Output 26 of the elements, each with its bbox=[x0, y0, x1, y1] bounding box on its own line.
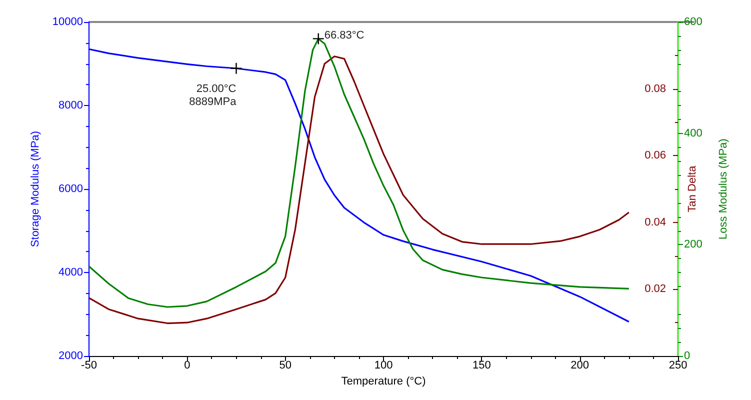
y2-tick-label: 0.06 bbox=[644, 150, 666, 162]
y2-axis-title: Tan Delta bbox=[686, 164, 698, 212]
y3-tick-label: 0 bbox=[684, 350, 690, 362]
y3-axis-title: Loss Modulus (MPa) bbox=[718, 138, 730, 240]
annotation: 25.00°C 8889MPa bbox=[189, 82, 238, 108]
y3-tick-label: 600 bbox=[684, 16, 702, 28]
y3-tick-label: 200 bbox=[684, 238, 702, 251]
y-tick-label: 10000 bbox=[52, 16, 83, 28]
x-tick-label: 0 bbox=[184, 360, 190, 372]
x-tick-label: 200 bbox=[570, 360, 590, 372]
y-tick-label: 2000 bbox=[58, 350, 83, 362]
y-tick-label: 8000 bbox=[58, 100, 83, 112]
y2-tick-label: 0.08 bbox=[644, 82, 666, 95]
y-tick-label: 4000 bbox=[58, 266, 83, 278]
x-tick-label: 150 bbox=[472, 360, 491, 372]
annotation: 66.83°C bbox=[324, 30, 364, 42]
y-tick-label: 6000 bbox=[58, 183, 83, 195]
y-axis-title: Storage Modulus (MPa) bbox=[30, 130, 42, 248]
x-tick-label: 100 bbox=[374, 360, 393, 372]
y3-tick-label: 400 bbox=[684, 127, 702, 140]
y2-tick-label: 0.04 bbox=[644, 216, 666, 228]
y2-tick-label: 0.02 bbox=[644, 283, 666, 296]
x-tick-label: 250 bbox=[668, 360, 688, 372]
x-tick-label: 50 bbox=[279, 360, 292, 372]
x-axis-title: Temperature (°C) bbox=[341, 376, 426, 388]
x-tick-label: -50 bbox=[81, 360, 97, 372]
